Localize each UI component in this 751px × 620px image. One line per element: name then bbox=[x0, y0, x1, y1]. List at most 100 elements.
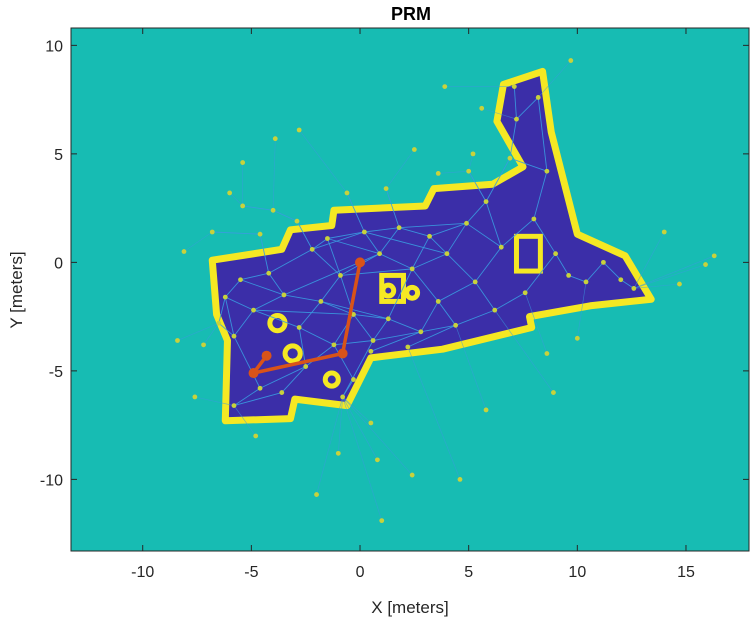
roadmap-edge bbox=[233, 405, 256, 437]
roadmap-edge bbox=[333, 340, 374, 346]
roadmap-edge bbox=[298, 129, 348, 194]
roadmap-edge bbox=[576, 281, 587, 339]
roadmap-node bbox=[240, 160, 246, 165]
roadmap-edge bbox=[311, 238, 328, 250]
roadmap-edge bbox=[233, 309, 254, 337]
x-tick-label: 15 bbox=[677, 564, 695, 581]
roadmap-node bbox=[296, 325, 302, 330]
roadmap-node bbox=[522, 290, 528, 296]
roadmap-node bbox=[483, 199, 489, 205]
roadmap-node bbox=[361, 229, 367, 235]
roadmap-edge bbox=[298, 327, 307, 367]
roadmap-edge bbox=[633, 231, 665, 289]
roadmap-edge bbox=[411, 268, 439, 302]
x-axis-label: X [meters] bbox=[371, 598, 448, 617]
obstacle-rect bbox=[513, 233, 543, 274]
roadmap-node bbox=[457, 476, 463, 482]
roadmap-node bbox=[514, 116, 519, 122]
obstacle-ring bbox=[322, 370, 341, 389]
roadmap-edge bbox=[342, 340, 374, 398]
y-tick-label: 10 bbox=[45, 38, 63, 55]
roadmap-node bbox=[479, 105, 485, 111]
roadmap-edge bbox=[342, 396, 378, 461]
roadmap-node bbox=[535, 95, 541, 100]
roadmap-node bbox=[181, 249, 187, 254]
roadmap-edge bbox=[455, 325, 487, 411]
roadmap-edge bbox=[372, 318, 389, 341]
obstacle-ring bbox=[282, 343, 303, 364]
roadmap-node bbox=[492, 307, 498, 313]
roadmap-edge bbox=[633, 283, 680, 289]
roadmap-node bbox=[279, 390, 285, 395]
roadmap-node bbox=[435, 299, 441, 304]
roadmap-node bbox=[453, 322, 459, 328]
roadmap-edge bbox=[272, 138, 276, 211]
roadmap-node bbox=[272, 136, 278, 142]
roadmap-edge bbox=[340, 268, 413, 276]
free-space-region bbox=[208, 67, 655, 425]
roadmap-edge bbox=[364, 227, 400, 233]
roadmap-node bbox=[294, 218, 300, 224]
roadmap-node bbox=[677, 281, 682, 287]
roadmap-node bbox=[331, 342, 337, 348]
roadmap-edge bbox=[218, 296, 226, 324]
roadmap-edge bbox=[320, 275, 341, 302]
roadmap-edge bbox=[370, 331, 422, 352]
roadmap-edge bbox=[513, 86, 517, 120]
path-line bbox=[249, 262, 362, 376]
roadmap-edge bbox=[420, 301, 439, 333]
roadmap-edge bbox=[320, 300, 389, 320]
roadmap-node bbox=[344, 190, 350, 196]
roadmap-edge bbox=[429, 222, 467, 237]
roadmap-edge bbox=[533, 171, 548, 220]
roadmap-node bbox=[703, 262, 708, 267]
roadmap-edge bbox=[183, 231, 213, 252]
roadmap-edge bbox=[385, 149, 415, 189]
roadmap-edge bbox=[353, 314, 374, 341]
roadmap-edge bbox=[468, 153, 474, 172]
roadmap-edge bbox=[203, 322, 220, 346]
roadmap-edge bbox=[337, 396, 343, 454]
roadmap-node bbox=[318, 299, 324, 304]
y-tick-label: 0 bbox=[54, 255, 63, 272]
roadmap-edge bbox=[212, 231, 261, 235]
roadmap-node bbox=[257, 385, 263, 391]
roadmap-edge bbox=[585, 262, 604, 283]
roadmap-node bbox=[266, 270, 272, 276]
roadmap-edge bbox=[379, 253, 413, 270]
roadmap-node bbox=[209, 229, 215, 235]
occupancy-map bbox=[208, 67, 655, 425]
roadmap-node bbox=[568, 58, 574, 63]
roadmap-edge bbox=[516, 97, 539, 120]
obstacle-rect bbox=[379, 272, 406, 304]
roadmap-edge bbox=[326, 238, 341, 276]
roadmap-node bbox=[566, 272, 572, 278]
roadmap-edge bbox=[633, 264, 706, 289]
roadmap-edge bbox=[524, 292, 548, 354]
roadmap-edge bbox=[537, 60, 572, 98]
roadmap-edge bbox=[298, 301, 322, 328]
roadmap-node bbox=[192, 394, 198, 400]
roadmap-edge bbox=[411, 253, 448, 270]
roadmap-node bbox=[405, 344, 411, 350]
roadmap-node bbox=[253, 433, 259, 439]
roadmap-node bbox=[351, 377, 356, 382]
roadmap-node bbox=[511, 84, 517, 89]
roadmap-edge bbox=[224, 279, 241, 298]
roadmap-edge bbox=[603, 262, 622, 281]
roadmap-edge bbox=[407, 324, 456, 348]
roadmap-edge bbox=[399, 227, 430, 237]
axes-box bbox=[70, 27, 750, 552]
roadmap-node bbox=[270, 207, 276, 213]
roadmap-node bbox=[472, 279, 478, 285]
roadmap-edge bbox=[429, 236, 448, 255]
roadmap-node bbox=[383, 186, 389, 191]
roadmap-node bbox=[231, 403, 237, 409]
roadmap-edge bbox=[272, 209, 298, 222]
roadmap-edge bbox=[281, 366, 307, 393]
roadmap-edge bbox=[468, 171, 487, 202]
roadmap-node bbox=[711, 253, 717, 259]
roadmap-edge bbox=[225, 296, 254, 311]
roadmap-node bbox=[379, 518, 385, 524]
